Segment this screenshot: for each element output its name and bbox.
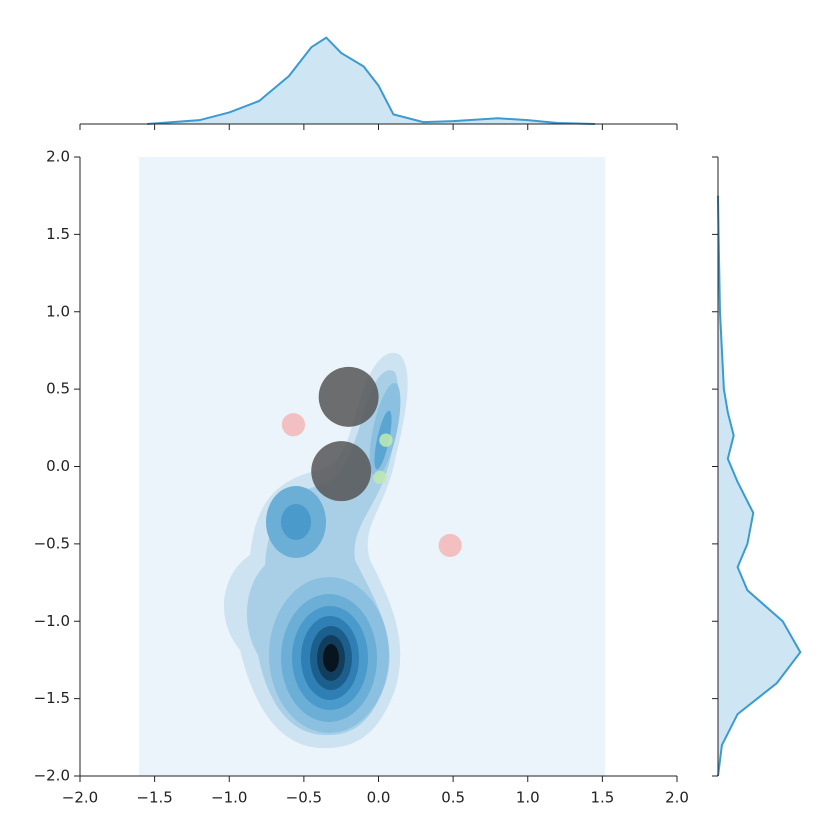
right-density-fill	[718, 195, 801, 776]
y-tick-label: −1.0	[34, 612, 70, 630]
right-density	[717, 195, 802, 777]
point	[373, 470, 387, 485]
point	[379, 433, 393, 447]
y-tick-label: −1.5	[34, 689, 70, 707]
top-density	[147, 36, 595, 125]
kde-contours	[139, 157, 605, 776]
x-tick-label: 2.0	[665, 789, 689, 807]
x-tick-label: −0.5	[286, 789, 322, 807]
y-tick-label: 1.5	[46, 225, 70, 243]
x-tick-label: −2.0	[62, 789, 98, 807]
x-tick-label: 0.5	[441, 789, 465, 807]
x-tick-label: 0.0	[367, 789, 391, 807]
x-tick-label: −1.5	[136, 789, 172, 807]
x-tick-label: 1.0	[516, 789, 540, 807]
point	[438, 533, 462, 558]
y-tick-label: −2.0	[34, 767, 70, 785]
x-tick-label: −1.0	[211, 789, 247, 807]
y-tick-label: 1.0	[46, 302, 70, 320]
point	[311, 441, 372, 502]
kde-level	[323, 644, 339, 672]
top-density-fill	[147, 37, 595, 124]
y-tick-label: 0.0	[46, 457, 70, 475]
y-tick-label: 0.5	[46, 380, 70, 398]
y-tick-label: 2.0	[46, 148, 70, 166]
x-tick-label: 1.5	[590, 789, 614, 807]
point	[318, 366, 379, 427]
y-tick-label: −0.5	[34, 534, 70, 552]
point	[281, 413, 306, 437]
kde-level	[281, 504, 311, 540]
